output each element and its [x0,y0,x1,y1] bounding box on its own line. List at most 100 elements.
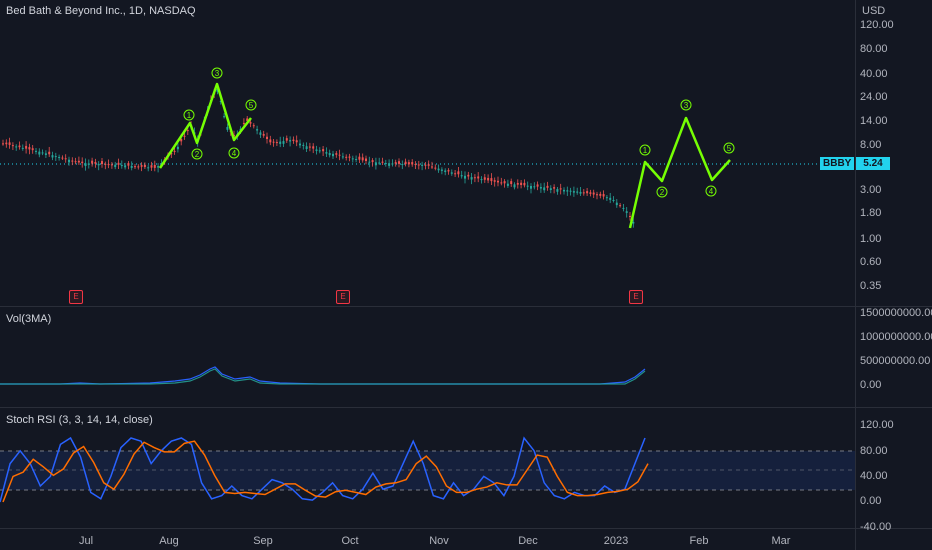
volume-axis-label: 0.00 [860,379,882,391]
pane-divider-2 [0,407,932,408]
candle-body [477,176,480,179]
candle-body [596,194,598,196]
svg-text:2: 2 [660,188,665,197]
candle-body [91,160,94,164]
svg-text:3: 3 [684,101,689,110]
rsi-axis-label: 40.00 [860,470,888,482]
price-axis-label: 1.00 [860,233,882,245]
candle-body [619,205,622,207]
candle-body [282,141,285,144]
time-axis-label: Jul [78,535,94,547]
candle-body [365,158,367,161]
time-axis-label: Sep [253,535,273,547]
candle-body [252,125,255,127]
candle-body [180,139,183,142]
time-axis-label: Oct [341,535,359,547]
wave1-label-1: 1 [183,109,195,121]
candle-body [503,181,506,184]
candle-body [272,141,275,143]
candle-body [470,177,473,180]
candle-body [543,187,546,191]
candle-body [21,147,24,149]
candle-body [368,161,371,163]
wave2-label-3: 3 [680,99,692,111]
candle-body [493,180,496,182]
candle-body [295,140,298,143]
candle-body [457,171,460,175]
candle-body [124,165,127,168]
candle-body [130,165,133,168]
candle-body [219,100,222,103]
candle-body [335,153,338,155]
candle-body [576,191,579,193]
candle-body [325,152,328,154]
wave2-label-1: 1 [639,144,651,156]
candle-body [520,182,523,186]
candle-body [530,186,532,189]
time-axis-divider [0,528,932,529]
candle-body [143,164,146,168]
candle-body [407,162,410,165]
candle-body [381,161,384,163]
volume-pane-label: Vol(3MA) [6,313,52,325]
candle-body [622,207,625,209]
candle-body [523,182,526,186]
candle-body [411,162,414,165]
candle-body [563,189,565,192]
candle-body [473,177,476,179]
candle-body [533,186,536,188]
candle-body [41,152,44,154]
pane-divider-1 [0,306,932,307]
candle-body [153,164,156,168]
earnings-marker[interactable]: E [69,290,83,304]
candle-body [58,156,61,158]
candle-body [589,192,592,194]
candle-body [279,141,282,144]
candle-body [384,162,387,164]
candle-body [216,88,219,92]
volume-axis-label: 500000000.00 [860,355,931,367]
candle-body [114,164,117,168]
candle-body [582,192,585,194]
price-axis-label: 1.80 [860,207,882,219]
volume-chart[interactable] [0,307,855,407]
earnings-marker[interactable]: E [629,290,643,304]
elliott-wave-1 [158,82,252,169]
price-axis-divider [855,0,856,550]
price-chart[interactable]: 1 2 3 4 5 1 2 3 4 5 [0,0,855,306]
earnings-marker[interactable]: E [336,290,350,304]
candle-body [68,159,70,163]
candle-body [87,163,90,165]
candle-body [150,165,153,168]
elliott-wave-2 [628,116,731,229]
candle-body [391,163,394,165]
candle-body [81,161,84,164]
candle-body [315,149,318,151]
volume-line [0,368,646,385]
candle-body [259,132,262,135]
candle-body [117,162,120,165]
candle-body [437,168,440,171]
candle-body [440,169,443,171]
candle-body [629,215,631,217]
price-axis-label: 14.00 [860,115,888,127]
candle-body [516,183,519,185]
stoch-rsi-chart[interactable] [0,408,855,528]
candle-body [615,202,618,206]
candle-body [625,211,628,213]
candle-body [605,197,608,199]
candle-body [500,182,503,184]
wave-labels-1: 1 2 3 4 5 [183,67,257,160]
candle-body [44,153,47,155]
volume-ma-line [0,366,646,385]
candle-body [226,127,229,130]
candle-body [64,158,67,160]
price-axis-label: 40.00 [860,68,888,80]
rsi-axis-label: 80.00 [860,445,888,457]
candle-body [434,167,437,169]
candle-body [77,160,80,163]
price-axis-label: 120.00 [860,19,894,31]
candle-body [328,152,331,156]
candle-body [487,177,490,181]
candle-body [602,194,605,197]
